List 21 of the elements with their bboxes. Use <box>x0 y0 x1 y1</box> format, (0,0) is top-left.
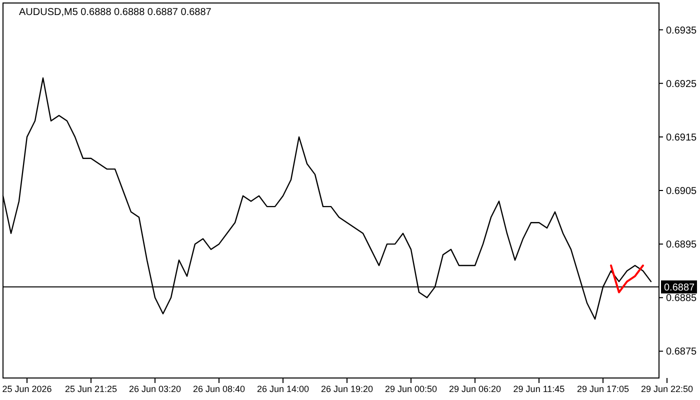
y-tick-label: 0.6905 <box>666 186 698 197</box>
y-tick-label: 0.6935 <box>666 25 698 36</box>
y-tick-label: 0.6915 <box>666 132 698 144</box>
y-tick-label: 0.6925 <box>666 78 698 90</box>
x-tick-label: 26 Jun 14:00 <box>256 384 310 394</box>
x-tick-label: 29 Jun 11:45 <box>513 384 565 394</box>
x-tick-label: 26 Jun 08:40 <box>192 384 246 394</box>
y-tick-label: 0.6895 <box>666 240 698 251</box>
y-tick-label: 0.6875 <box>666 346 698 358</box>
x-tick-label: 29 Jun 22:50 <box>640 384 694 394</box>
line-series <box>610 264 644 294</box>
x-tick-label: 26 Jun 19:20 <box>320 384 374 394</box>
ref-line-label: 0.6887 <box>664 282 696 294</box>
x-tick-label: 29 Jun 00:50 <box>384 384 438 394</box>
x-tick-label: 26 Jun 03:20 <box>128 384 182 394</box>
x-tick-label: 29 Jun 06:20 <box>448 384 502 394</box>
chart-title: AUDUSD,M5 0.6888 0.6888 0.6887 0.6887 <box>19 7 212 18</box>
x-tick-label: 29 Jun 17:05 <box>576 384 630 394</box>
x-tick-label: 25 Jun 2026 <box>2 384 52 394</box>
y-tick-label: 0.6885 <box>666 293 698 304</box>
x-tick-label: 25 Jun 21:25 <box>64 384 118 394</box>
